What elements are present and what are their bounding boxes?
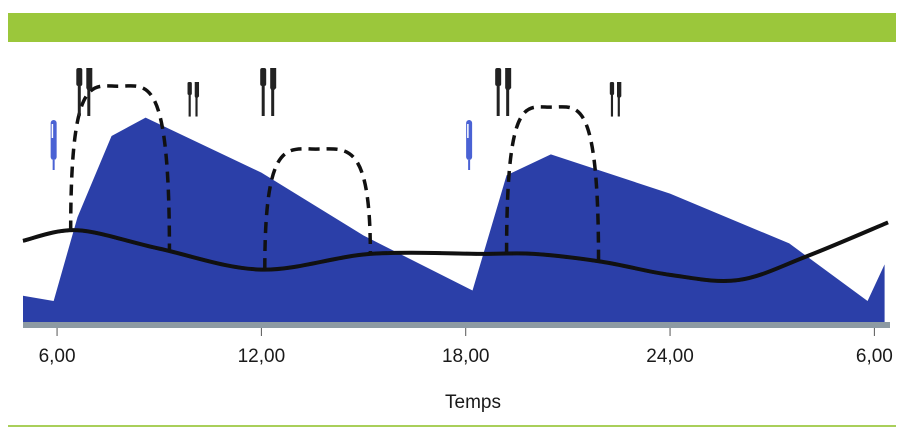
x-tick-label: 12,00 <box>238 346 286 367</box>
area-layer <box>23 117 885 322</box>
x-axis-baseline <box>23 322 890 328</box>
insulin-pen-icon <box>50 120 57 170</box>
excursion-series-1 <box>263 147 373 270</box>
line-series-dashed-0 <box>22 220 889 283</box>
header-band <box>8 13 896 42</box>
insulin-pen-icon <box>466 120 473 170</box>
x-tick-label: 6,00 <box>39 346 76 367</box>
x-tick-label: 6,00 <box>856 346 893 367</box>
line-layer <box>22 84 889 284</box>
meal-icon <box>187 82 200 117</box>
meal-icon <box>495 68 512 116</box>
area-series-0 <box>23 117 885 322</box>
meal-icon <box>260 68 277 116</box>
footer-rule <box>8 425 896 427</box>
x-axis-title: Temps <box>445 392 501 413</box>
icon-layer <box>50 68 622 170</box>
x-tick-label: 18,00 <box>442 346 490 367</box>
excursion-series-2 <box>504 105 601 262</box>
meal-icon <box>76 68 93 116</box>
meal-icon <box>609 82 622 117</box>
x-tick-label: 24,00 <box>646 346 694 367</box>
x-axis-ticks: 6,00 12,00 18,00 24,00 6,00 <box>39 328 893 367</box>
